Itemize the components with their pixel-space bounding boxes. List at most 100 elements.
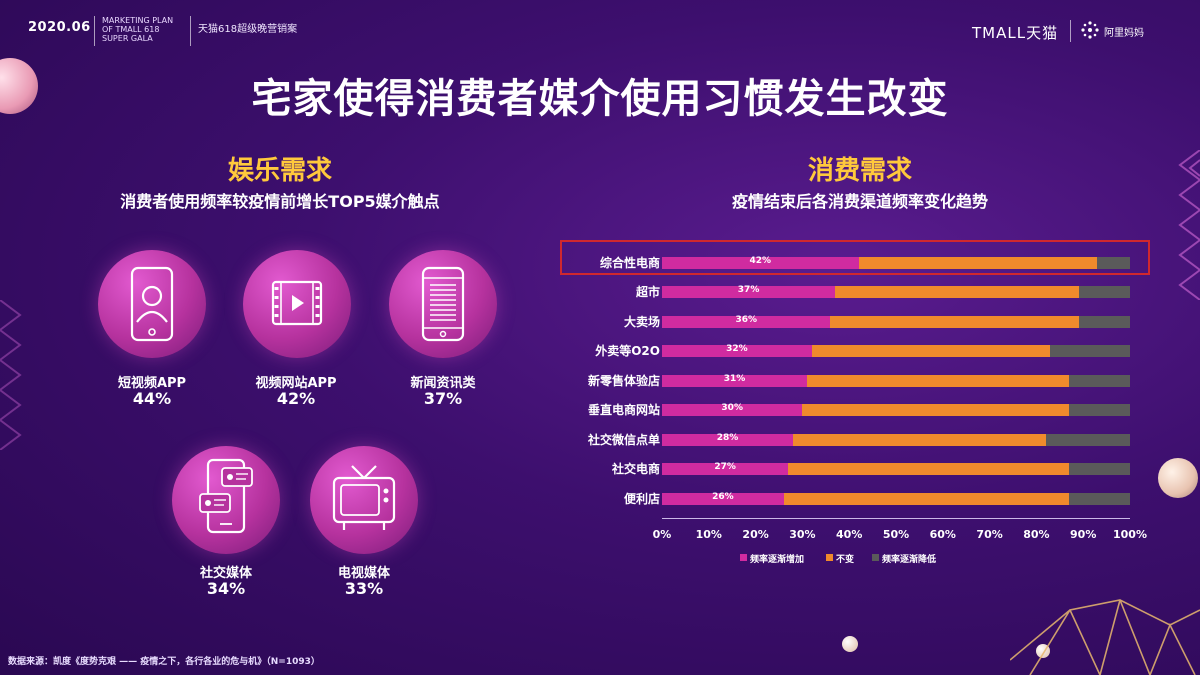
- bar-segment-decrease: [1069, 492, 1130, 505]
- legend-swatch: [826, 553, 833, 561]
- bar-data-label: 37%: [737, 285, 760, 296]
- channel-frequency-chart: 综合性电商 42% 超市 37% 大卖场 36% 外卖等O2O 32% 新零售体验店 31% 垂直电…: [540, 236, 1160, 566]
- media-value: 33%: [344, 579, 384, 598]
- bar-segment-decrease: [1069, 374, 1130, 387]
- bar-segment-unchanged: [793, 433, 1046, 446]
- media-label: 短视频APP: [117, 376, 187, 391]
- media-value: 34%: [206, 579, 246, 598]
- category-label: 便利店: [623, 491, 660, 506]
- short-video-circle: [98, 250, 206, 358]
- pearl-decoration: [1158, 458, 1198, 498]
- bar-segment-unchanged: [807, 374, 1070, 387]
- bar-segment-increase: [662, 404, 803, 417]
- subtitle-line: SUPER GALA: [102, 34, 153, 43]
- bar-segment-decrease: [1050, 345, 1130, 358]
- entertainment-heading: 娱乐需求: [227, 156, 332, 186]
- bar-segment-decrease: [1069, 463, 1130, 476]
- x-tick-label: 70%: [976, 527, 1003, 541]
- bar-segment-increase: [662, 463, 789, 476]
- category-label: 综合性电商: [599, 255, 660, 270]
- legend-label: 不变: [836, 554, 855, 565]
- pearl-decoration: [842, 636, 858, 652]
- x-tick-label: 0%: [652, 527, 672, 541]
- x-tick-label: 20%: [742, 527, 769, 541]
- zigzag-decoration: [1178, 150, 1200, 300]
- media-label: 视频网站APP: [255, 376, 337, 391]
- category-label: 超市: [635, 285, 660, 300]
- category-label: 大卖场: [623, 314, 660, 329]
- tv-circle: [310, 446, 418, 554]
- media-value: 44%: [132, 389, 172, 408]
- bar-segment-increase: [662, 345, 812, 358]
- media-label: 电视媒体: [337, 566, 390, 581]
- brand-divider: [1070, 20, 1071, 42]
- highlight-frame: [560, 240, 1150, 275]
- category-label: 垂直电商网站: [587, 403, 660, 418]
- alimama-logo-icon: [1080, 20, 1100, 40]
- legend-swatch: [740, 553, 747, 561]
- bar-segment-increase: [662, 315, 831, 328]
- media-label: 新闻资讯类: [410, 376, 476, 391]
- bar-data-label: 26%: [712, 491, 734, 502]
- bar-segment-decrease: [1045, 433, 1130, 446]
- x-tick-label: 40%: [836, 527, 863, 541]
- news-phone-icon: [421, 266, 465, 342]
- header-divider: [190, 16, 191, 46]
- x-tick-label: 80%: [1023, 527, 1050, 541]
- data-source: 数据来源：凯度《度势克艰 —— 疫情之下，各行各业的危与机》（N=1093）: [8, 657, 320, 667]
- bar-segment-unchanged: [811, 345, 1051, 358]
- x-tick-label: 10%: [695, 527, 722, 541]
- bar-segment-unchanged: [783, 492, 1070, 505]
- bar-data-label: 30%: [721, 403, 743, 414]
- x-tick-label: 60%: [929, 527, 956, 541]
- x-tick-label: 50%: [882, 527, 910, 541]
- bar-segment-increase: [662, 492, 784, 505]
- category-label: 社交微信点单: [587, 432, 660, 447]
- x-tick-label: 30%: [789, 527, 816, 541]
- media-value: 37%: [423, 389, 463, 408]
- report-subtitle: MARKETING PLAN OF TMALL 618 SUPER GALA: [102, 16, 182, 43]
- entertainment-subheading: 消费者使用频率较疫情前增长TOP5媒介触点: [120, 192, 440, 211]
- media-label: 社交媒体: [199, 566, 252, 581]
- bar-segment-unchanged: [835, 286, 1079, 299]
- social-chat-icon: [199, 458, 253, 534]
- bar-segment-unchanged: [802, 404, 1070, 417]
- bar-segment-unchanged: [788, 463, 1070, 476]
- bar-segment-decrease: [1097, 256, 1130, 269]
- bar-segment-unchanged: [830, 315, 1079, 328]
- bar-data-label: 31%: [723, 373, 746, 384]
- x-tick-label: 100%: [1113, 527, 1147, 541]
- video-player-icon: [271, 280, 323, 326]
- golden-geometry-decoration: [1010, 599, 1200, 675]
- social-media-circle: [172, 446, 280, 554]
- bar-segment-increase: [662, 286, 836, 299]
- page-title: 宅家使得消费者媒介使用习惯发生改变: [251, 76, 949, 122]
- bar-segment-increase: [662, 374, 808, 387]
- video-site-circle: [243, 250, 351, 358]
- zigzag-decoration: [0, 300, 22, 450]
- legend-label: 频率逐渐增加: [750, 554, 805, 565]
- subtitle-line: MARKETING PLAN: [102, 16, 174, 25]
- bar-data-label: 32%: [726, 344, 748, 355]
- alimama-logo-text: 阿里妈妈: [1104, 28, 1144, 39]
- legend-swatch: [872, 553, 879, 561]
- bar-segment-increase: [662, 256, 859, 269]
- header-divider: [94, 16, 95, 46]
- category-label: 外卖等O2O: [595, 344, 660, 359]
- subtitle-line: OF TMALL 618: [102, 25, 160, 34]
- bar-segment-decrease: [1069, 404, 1130, 417]
- legend-label: 频率逐渐降低: [882, 554, 937, 565]
- tv-icon: [332, 465, 396, 530]
- bar-segment-unchanged: [858, 256, 1098, 269]
- x-axis-line: [662, 517, 1130, 519]
- bar-data-label: 27%: [714, 462, 736, 473]
- media-value: 42%: [276, 389, 316, 408]
- bar-data-label: 42%: [749, 255, 772, 266]
- news-circle: [389, 250, 497, 358]
- category-label: 新零售体验店: [587, 373, 660, 388]
- tmall-logo: TMALL天猫: [972, 24, 1059, 42]
- consumption-heading: 消费需求: [807, 156, 912, 186]
- bar-segment-increase: [662, 433, 794, 446]
- bar-segment-decrease: [1078, 286, 1130, 299]
- x-tick-label: 90%: [1070, 527, 1097, 541]
